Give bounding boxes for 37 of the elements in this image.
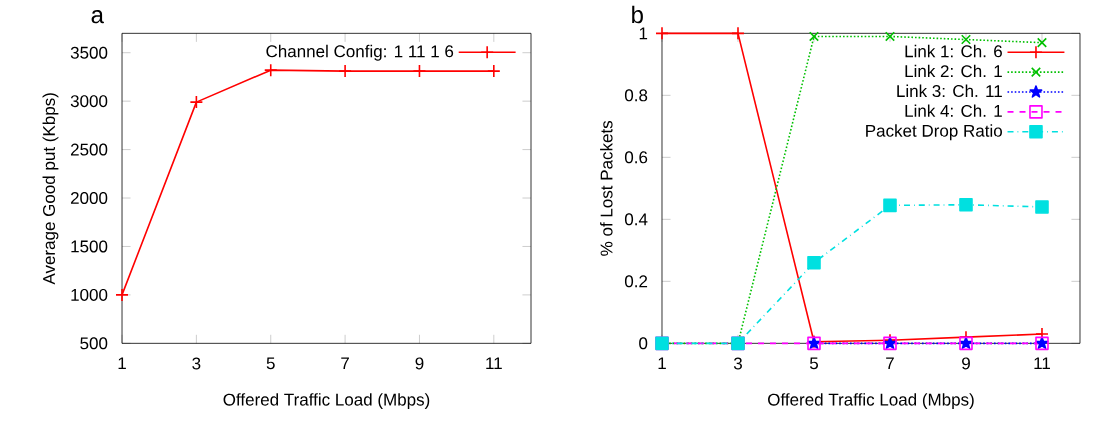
- x-tick-label: 3: [733, 357, 742, 370]
- x-tick-label: 1: [658, 357, 666, 369]
- legend-label: Link 2: Ch. 1: [905, 64, 1002, 78]
- legend-label: Link 3: Ch. 11: [897, 84, 1002, 97]
- y-tick-label: 3000: [70, 94, 108, 107]
- x-axis-title: Offered Traffic Load (Mbps): [223, 393, 430, 409]
- y-axis-title: % of Lost Packets: [600, 120, 613, 256]
- legend-label: Link 1: Ch. 6: [905, 44, 1002, 58]
- x-tick-label: 9: [415, 357, 424, 370]
- x-tick-label: 5: [266, 357, 275, 370]
- y-tick-label: 0.6: [624, 151, 648, 164]
- y-tick-label: 0.8: [624, 89, 648, 102]
- x-axis-title: Offered Traffic Load (Mbps): [768, 393, 974, 409]
- chart-title: a: [91, 9, 104, 24]
- x-tick-label: 5: [809, 357, 819, 370]
- y-tick-label: 2000: [70, 191, 108, 204]
- x-tick-label: 9: [962, 357, 970, 370]
- y-tick-label: 1: [639, 27, 648, 40]
- legend-label: Packet Drop Ratio: [866, 124, 1002, 140]
- x-tick-label: 11: [486, 357, 502, 369]
- x-tick-label: 11: [1034, 357, 1050, 369]
- x-tick-label: 3: [192, 357, 201, 370]
- y-axis-title: Average Good put (Kbps): [42, 93, 59, 285]
- y-tick-label: 500: [80, 337, 108, 350]
- y-tick-label: 2500: [70, 143, 108, 156]
- legend-label: Channel Config: 1 11 1 6: [266, 44, 454, 61]
- x-tick-label: 1: [118, 357, 126, 369]
- y-tick-label: 0.2: [624, 275, 648, 288]
- x-tick-label: 7: [341, 357, 349, 369]
- x-tick-label: 7: [886, 357, 894, 369]
- legend-label: Link 4: Ch. 1: [905, 104, 1002, 117]
- y-tick-label: 0: [639, 337, 648, 350]
- y-tick-label: 1000: [71, 288, 108, 301]
- y-tick-label: 3500: [70, 46, 108, 59]
- y-tick-label: 0.4: [624, 213, 648, 226]
- chart-title: b: [632, 5, 643, 24]
- y-tick-label: 1500: [71, 240, 108, 253]
